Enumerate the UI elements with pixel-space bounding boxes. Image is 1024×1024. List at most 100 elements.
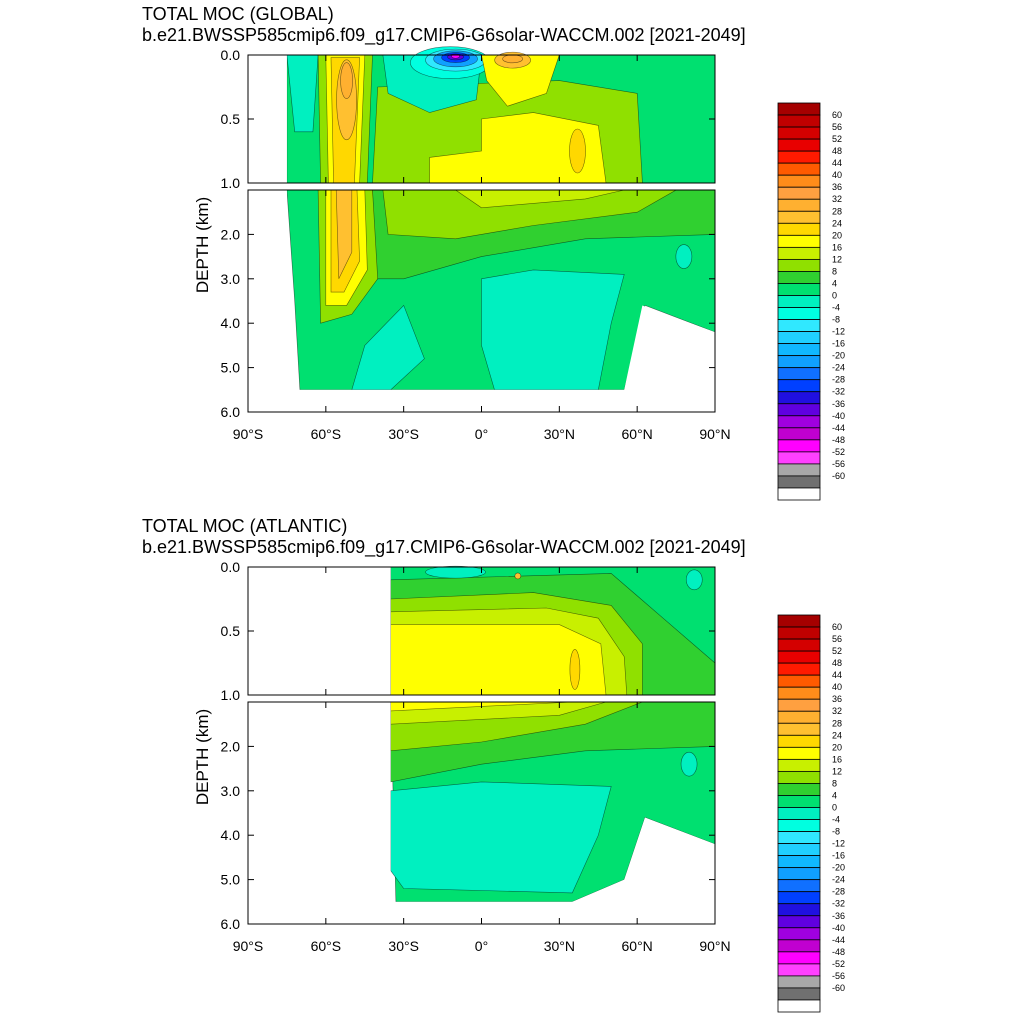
colorbar-swatch bbox=[777, 879, 821, 893]
colorbar-label: 40 bbox=[832, 682, 842, 692]
atlantic-moc-chart: 90°S 60°S 30°S 0° 30°N 60°N 90°N 0.0 0.5 1.0 2.0 3.… bbox=[193, 559, 845, 1013]
colorbar-swatch bbox=[777, 638, 821, 652]
colorbar-label: 16 bbox=[832, 242, 842, 252]
land-mask bbox=[248, 567, 715, 924]
colorbar-swatch bbox=[777, 138, 821, 152]
x-tick-label: 30°S bbox=[388, 426, 419, 442]
colorbar-label: -44 bbox=[832, 935, 845, 945]
colorbar-label: -60 bbox=[832, 471, 845, 481]
colorbar-label: 8 bbox=[832, 778, 837, 788]
colorbar-swatch bbox=[777, 891, 821, 905]
chart-subtitle: b.e21.BWSSP585cmip6.f09_g17.CMIP6-G6sola… bbox=[142, 25, 746, 45]
land-region bbox=[572, 817, 715, 924]
y-tick-label: 6.0 bbox=[221, 916, 241, 932]
colorbar-swatch bbox=[777, 451, 821, 465]
colorbar-label: 32 bbox=[832, 706, 842, 716]
colorbar-label: -20 bbox=[832, 863, 845, 873]
colorbar-label: -56 bbox=[832, 459, 845, 469]
colorbar-label: -28 bbox=[832, 887, 845, 897]
colorbar-label: 24 bbox=[832, 218, 842, 228]
global-moc-chart: 90°S 60°S 30°S 0° 30°N 60°N 90°N 0.0 0.5 1.0 2.0 3.… bbox=[193, 46, 845, 501]
colorbar-swatch bbox=[777, 246, 821, 260]
colorbar-label: -20 bbox=[832, 351, 845, 361]
colorbar-label: 4 bbox=[832, 790, 837, 800]
contour-region bbox=[569, 128, 586, 174]
colorbar-swatch bbox=[777, 198, 821, 212]
colorbar-label: -52 bbox=[832, 447, 845, 457]
x-tick-label: 60°N bbox=[622, 426, 653, 442]
colorbar-swatch bbox=[777, 662, 821, 676]
colorbar-label: -48 bbox=[832, 435, 845, 445]
colorbar-label: -4 bbox=[832, 303, 840, 313]
colorbar-swatch bbox=[777, 734, 821, 748]
colorbar-label: 28 bbox=[832, 718, 842, 728]
land-region bbox=[248, 702, 391, 924]
chart-title: TOTAL MOC (ATLANTIC) bbox=[142, 516, 348, 536]
contour-fill-group bbox=[286, 46, 716, 391]
colorbar-swatch bbox=[777, 650, 821, 664]
y-tick-label: 3.0 bbox=[221, 271, 241, 287]
colorbar-swatch bbox=[777, 102, 821, 116]
y-tick-label: 1.0 bbox=[221, 175, 241, 191]
colorbar-swatch bbox=[777, 415, 821, 429]
colorbar-label: -8 bbox=[832, 315, 840, 325]
contour-region bbox=[675, 244, 693, 269]
colorbar-label: 24 bbox=[832, 730, 842, 740]
colorbar-label: -36 bbox=[832, 911, 845, 921]
colorbar-swatch bbox=[777, 722, 821, 736]
colorbar-label: -48 bbox=[832, 947, 845, 957]
colorbar-swatch bbox=[777, 855, 821, 869]
colorbar-swatch bbox=[777, 427, 821, 441]
x-tick-label: 30°S bbox=[388, 938, 419, 954]
y-tick-label: 0.5 bbox=[221, 111, 241, 127]
colorbar-label: 56 bbox=[832, 122, 842, 132]
land-region bbox=[624, 305, 715, 412]
colorbar-swatch bbox=[777, 379, 821, 393]
colorbar-label: -8 bbox=[832, 827, 840, 837]
y-tick-label: 4.0 bbox=[221, 827, 241, 843]
colorbar-label: -4 bbox=[832, 815, 840, 825]
y-tick-label: 0.0 bbox=[221, 559, 241, 575]
colorbar-swatch bbox=[777, 258, 821, 272]
y-tick-label: 0.0 bbox=[221, 47, 241, 63]
y-tick-label: 1.0 bbox=[221, 687, 241, 703]
colorbar-swatch bbox=[777, 686, 821, 700]
colorbar-label: -40 bbox=[832, 411, 845, 421]
colorbar-label: 0 bbox=[832, 290, 837, 300]
colorbar-swatch bbox=[777, 355, 821, 369]
colorbar-swatch bbox=[777, 626, 821, 640]
land-region bbox=[248, 901, 715, 924]
x-tick-label: 90°S bbox=[233, 938, 264, 954]
colorbar-label: -16 bbox=[832, 339, 845, 349]
colorbar-swatch bbox=[777, 186, 821, 200]
colorbar-swatch bbox=[777, 915, 821, 929]
colorbar-swatch bbox=[777, 283, 821, 296]
colorbar-label: -60 bbox=[832, 983, 845, 993]
colorbar-swatch bbox=[777, 343, 821, 357]
contour-region bbox=[481, 269, 625, 391]
colorbar-swatch bbox=[777, 795, 821, 808]
colorbar-swatch bbox=[777, 710, 821, 724]
colorbar-swatch bbox=[777, 367, 821, 381]
contour-region bbox=[390, 781, 612, 894]
y-tick-label: 3.0 bbox=[221, 783, 241, 799]
contour-fill-group bbox=[390, 565, 716, 903]
colorbar-swatch bbox=[777, 234, 821, 248]
y-axis-label: DEPTH (km) bbox=[193, 709, 212, 805]
colorbar-swatch bbox=[777, 807, 821, 820]
y-tick-label: 6.0 bbox=[221, 404, 241, 420]
colorbar-swatch bbox=[777, 475, 821, 489]
global-moc-panel: TOTAL MOC (GLOBAL) b.e21.BWSSP585cmip6.f… bbox=[142, 4, 845, 501]
colorbar-swatch bbox=[777, 331, 821, 345]
colorbar-label: 4 bbox=[832, 278, 837, 288]
contour-region bbox=[425, 565, 486, 579]
x-tick-label: 60°N bbox=[622, 938, 653, 954]
x-tick-label: 0° bbox=[475, 426, 488, 442]
colorbar-swatch bbox=[777, 319, 821, 332]
contour-region bbox=[390, 624, 607, 696]
colorbar-label: 12 bbox=[832, 254, 842, 264]
colorbar-swatch bbox=[777, 114, 821, 128]
colorbar-label: -56 bbox=[832, 971, 845, 981]
colorbar-swatch bbox=[777, 222, 821, 236]
colorbar-swatch bbox=[777, 819, 821, 832]
